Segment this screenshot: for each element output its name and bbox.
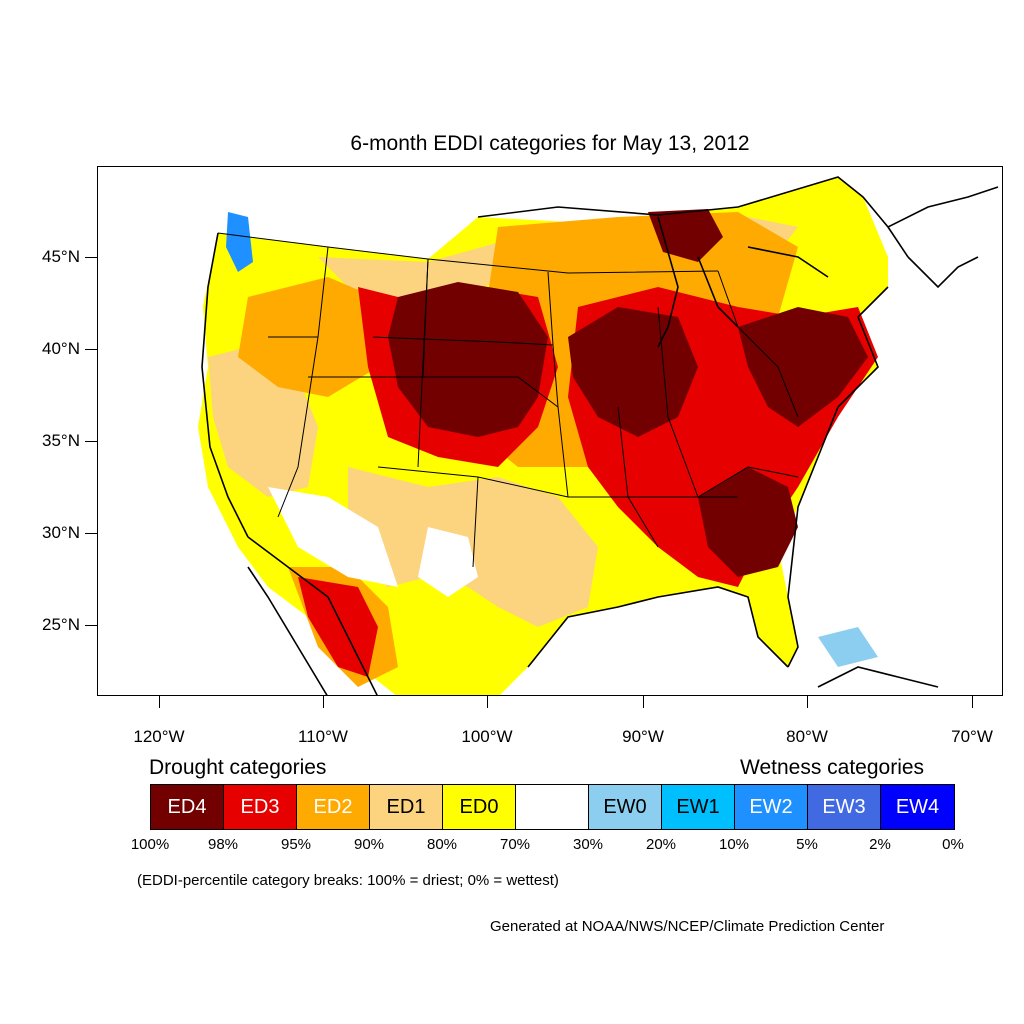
longitude-tick: [807, 696, 808, 708]
latitude-label-40n: 40°N: [42, 339, 80, 358]
latitude-label-30n: 30°N: [42, 523, 80, 542]
percentile-break-label: 95%: [280, 836, 312, 853]
ed4-region-central-plains: [388, 282, 548, 437]
category-breaks-note: (EDDI-percentile category breaks: 100% =…: [137, 872, 559, 889]
legend-swatch-ew3: EW3: [808, 785, 881, 829]
percentile-break-label: 80%: [426, 836, 458, 853]
latitude-label-25n: 25°N: [42, 615, 80, 634]
latitude-label-45n: 45°N: [42, 247, 80, 266]
ed4-region-midwest: [568, 307, 698, 437]
ew-region-washington: [226, 212, 253, 272]
percentile-break-label: 5%: [796, 836, 818, 853]
drought-categories-heading: Drought categories: [149, 756, 327, 779]
latitude-tick: [85, 257, 97, 258]
longitude-tick: [643, 696, 644, 708]
percentile-break-label: 90%: [353, 836, 385, 853]
longitude-tick: [487, 696, 488, 708]
legend-swatch-ed2: ED2: [297, 785, 370, 829]
longitude-label-70w: 70°W: [951, 727, 993, 746]
legend-swatch-ew2: EW2: [735, 785, 808, 829]
percentile-break-label: 20%: [645, 836, 677, 853]
ed3-region-baja: [298, 577, 378, 677]
longitude-label-80w: 80°W: [786, 727, 828, 746]
longitude-label-120w: 120°W: [133, 727, 185, 746]
normal-region-southwest: [268, 487, 398, 587]
latitude-tick: [85, 441, 97, 442]
longitude-tick: [323, 696, 324, 708]
latitude-tick: [85, 533, 97, 534]
legend-swatch-ed4: ED4: [151, 785, 224, 829]
normal-region-texas: [418, 527, 478, 597]
percentile-break-label: 10%: [718, 836, 750, 853]
latitude-tick: [85, 625, 97, 626]
percentile-break-label: 100%: [130, 836, 170, 853]
longitude-tick: [159, 696, 160, 708]
legend-swatch-ew0: EW0: [589, 785, 662, 829]
eddi-map: [198, 176, 999, 695]
longitude-tick: [972, 696, 973, 708]
category-legend: ED4 ED3 ED2 ED1 ED0 EW0 EW1 EW2 EW3 EW4: [150, 784, 955, 830]
longitude-label-90w: 90°W: [622, 727, 664, 746]
wetness-categories-heading: Wetness categories: [740, 756, 925, 779]
latitude-tick: [85, 349, 97, 350]
ed4-region-southeast: [698, 467, 798, 577]
ed1-region-plains: [348, 467, 598, 627]
coastlines: [201, 176, 999, 695]
percentile-break-label: 98%: [207, 836, 239, 853]
percentile-break-label: 70%: [499, 836, 531, 853]
ed4-region-northeast: [738, 307, 868, 427]
percentile-break-label: 30%: [572, 836, 604, 853]
longitude-label-110w: 110°W: [298, 727, 348, 746]
legend-swatch-ed0: ED0: [443, 785, 516, 829]
percentile-break-label: 0%: [942, 836, 964, 853]
legend-swatch-ed1: ED1: [370, 785, 443, 829]
legend-swatch-ew1: EW1: [662, 785, 735, 829]
credit-text: Generated at NOAA/NWS/NCEP/Climate Predi…: [490, 918, 885, 935]
legend-swatch-ew4: EW4: [881, 785, 954, 829]
legend-swatch-ed3: ED3: [224, 785, 297, 829]
map-panel: [97, 166, 1003, 696]
map-title: 6-month EDDI categories for May 13, 2012: [350, 132, 750, 155]
state-boundaries: [217, 232, 799, 568]
percentile-break-label: 2%: [869, 836, 891, 853]
longitude-label-100w: 100°W: [461, 727, 513, 746]
latitude-label-35n: 35°N: [42, 431, 80, 450]
legend-swatch-normal: [516, 785, 589, 829]
ew-region-bahamas: [818, 627, 878, 667]
